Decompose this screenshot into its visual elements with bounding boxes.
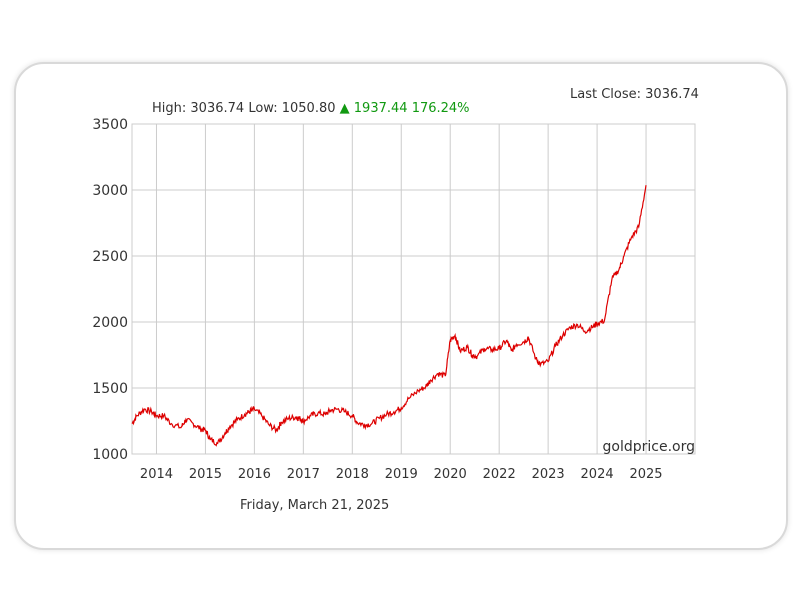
x-tick-label: 2018 (336, 467, 369, 482)
last-close: Last Close: 3036.74 (570, 87, 699, 102)
date-label: Friday, March 21, 2025 (240, 498, 390, 513)
price-series-line (131, 185, 647, 447)
y-tick-label: 2000 (92, 315, 128, 331)
grid-lines (131, 123, 696, 455)
watermark: goldprice.org (603, 439, 695, 455)
x-tick-label: 2015 (189, 467, 222, 482)
low-label: Low: (248, 101, 278, 116)
y-tick-label: 1500 (92, 381, 128, 397)
change-value: 1937.44 (353, 101, 408, 116)
x-tick-label: 2016 (238, 467, 271, 482)
last-close-label: Last Close: (570, 87, 642, 102)
x-tick-label: 2019 (385, 467, 418, 482)
last-close-value: 3036.74 (645, 87, 699, 102)
change-percent: 176.24% (411, 101, 470, 116)
x-tick-label: 2017 (287, 467, 320, 482)
x-tick-label: 2024 (581, 467, 614, 482)
y-tick-label: 1000 (92, 447, 128, 463)
high-value: 3036.74 (190, 101, 245, 116)
x-tick-label: 2023 (532, 467, 565, 482)
low-value: 1050.80 (281, 101, 336, 116)
y-tick-label: 2500 (92, 249, 128, 265)
x-tick-label: 2022 (483, 467, 516, 482)
x-axis-ticks: 2014 2015 2016 2017 2018 2019 2020 2022 2023 2024… (140, 467, 663, 482)
high-label: High: (152, 101, 187, 116)
x-tick-label: 2014 (140, 467, 173, 482)
x-tick-label: 2020 (434, 467, 467, 482)
price-stats: High: 3036.74 Low: 1050.80 ▲ 1937.44 176… (152, 101, 470, 116)
x-tick-label: 2025 (629, 467, 662, 482)
up-arrow-icon: ▲ (339, 101, 350, 116)
y-tick-label: 3500 (92, 117, 128, 133)
y-axis-ticks: 1000 1500 2000 2500 3000 3500 (92, 117, 128, 463)
y-tick-label: 3000 (92, 183, 128, 199)
